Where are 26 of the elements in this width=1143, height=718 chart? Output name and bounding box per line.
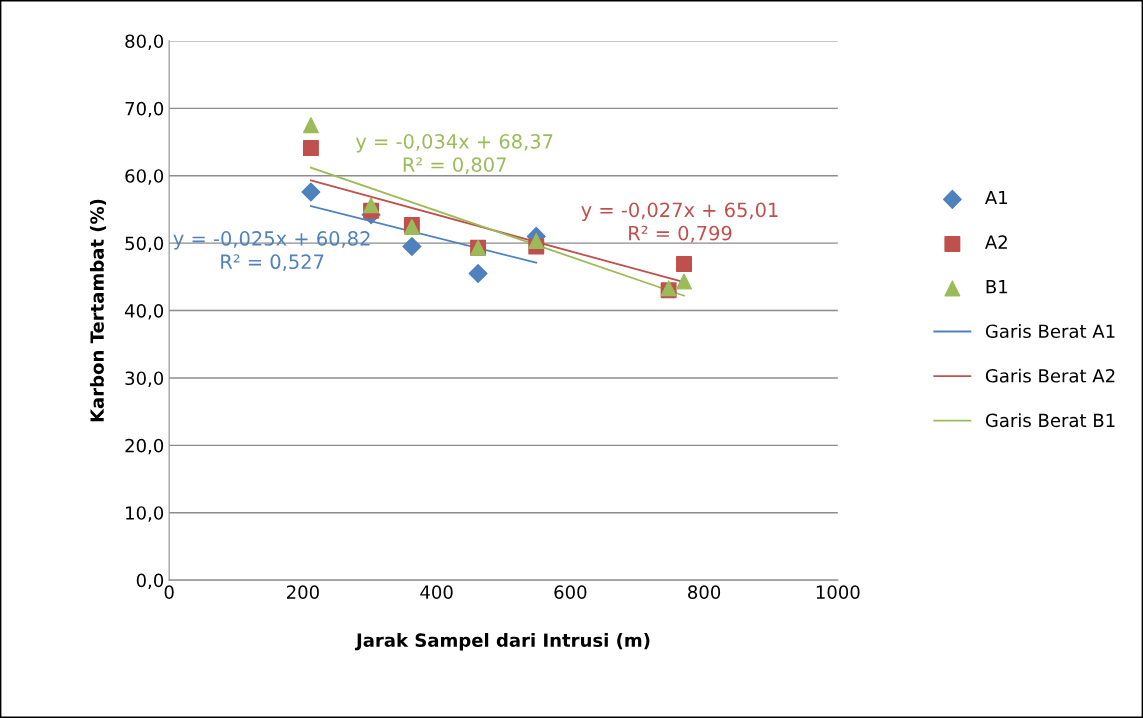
y-tick-label: 40,0 (124, 303, 164, 320)
x-tick-label: 200 (286, 585, 319, 599)
annotation: y = -0,034x + 68,37 R² = 0,807 (355, 134, 553, 174)
y-tick-label: 20,0 (125, 438, 164, 455)
x-tick-label: 0 (164, 585, 174, 599)
y-tick-label: 10,0 (126, 506, 164, 522)
y-tick-label: 60,0 (125, 169, 164, 185)
x-tick-label: 600 (554, 585, 587, 599)
legend-label: A2 (985, 235, 1007, 249)
y-tick-label: 70,0 (125, 101, 164, 118)
annotation: y = -0,025x + 60,82 R² = 0,527 (173, 231, 370, 272)
legend-label: A1 (985, 190, 1008, 205)
y-tick-label: 0,0 (136, 573, 164, 590)
x-tick-label: 400 (420, 585, 453, 599)
x-axis-title: Jarak Sampel dari Intrusi (m) (355, 633, 650, 651)
y-axis-title: Karbon Tertambat (%) (89, 199, 107, 422)
y-tick-label: 50,0 (125, 236, 164, 253)
y-tick-label: 30,0 (125, 371, 164, 387)
annotation: y = -0,027x + 65,01 R² = 0,799 (581, 202, 778, 243)
legend-label: Garis Berat B1 (985, 413, 1115, 428)
x-tick-label: 1000 (816, 585, 860, 599)
legend-label: B1 (986, 280, 1008, 294)
legend-label: Garis Berat A1 (985, 324, 1115, 339)
y-tick-label: 80,0 (125, 34, 164, 50)
legend-label: Garis Berat A2 (985, 368, 1115, 383)
x-tick-label: 800 (688, 585, 721, 599)
